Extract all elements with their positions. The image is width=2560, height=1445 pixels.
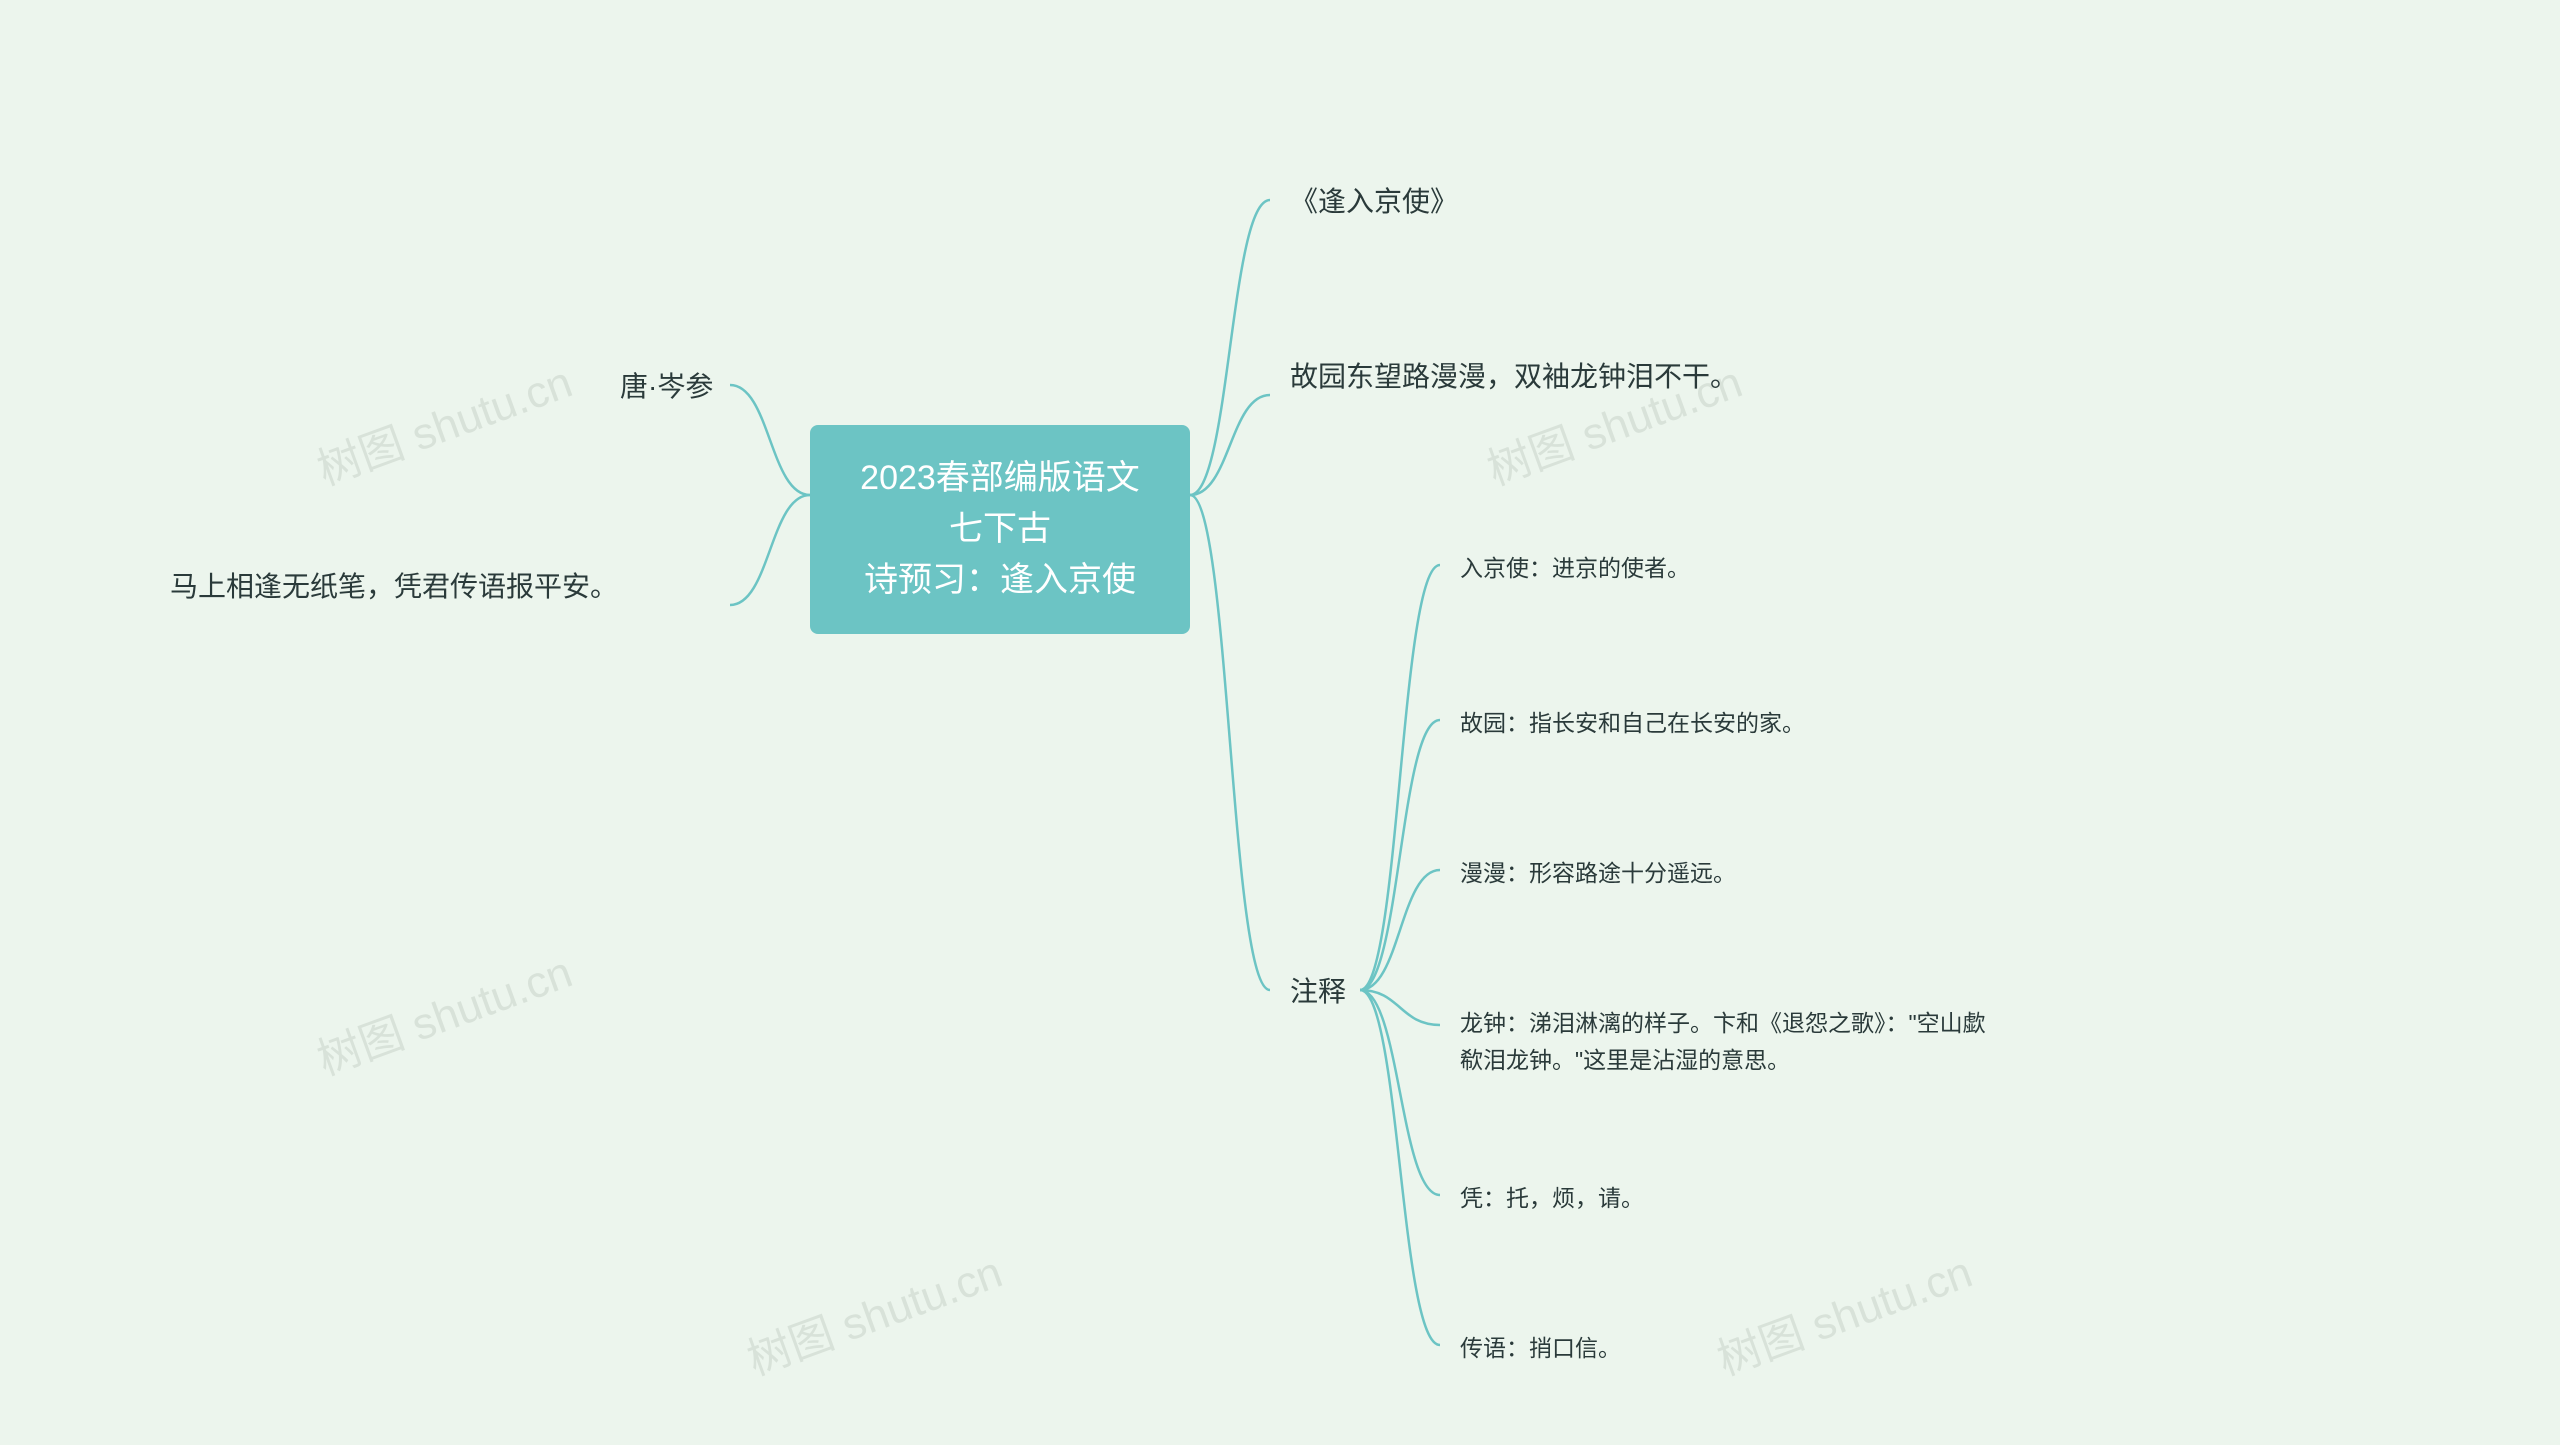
center-title-line2: 诗预习：逢入京使 <box>864 561 1136 599</box>
right-node-poem-title: 《逢入京使》 <box>1290 180 1458 225</box>
note-item-4: 龙钟：涕泪淋漓的样子。卞和《退怨之歌》："空山歔欷泪龙钟。"这里是沾湿的意思。 <box>1460 1005 2000 1079</box>
center-node: 2023春部编版语文七下古 诗预习：逢入京使 <box>810 425 1190 634</box>
note-item-2: 故园：指长安和自己在长安的家。 <box>1460 705 1980 742</box>
watermark: 树图 shutu.cn <box>737 1236 1009 1387</box>
watermark: 树图 shutu.cn <box>307 346 579 497</box>
center-title-line1: 2023春部编版语文七下古 <box>860 459 1140 548</box>
watermark: 树图 shutu.cn <box>307 936 579 1087</box>
left-node-verse: 马上相逢无纸笔，凭君传语报平安。 <box>170 565 730 610</box>
right-node-verse: 故园东望路漫漫，双袖龙钟泪不干。 <box>1290 355 1850 400</box>
note-item-1: 入京使：进京的使者。 <box>1460 550 1980 587</box>
right-node-notes-label: 注释 <box>1290 970 1346 1015</box>
mindmap-connectors <box>0 0 2560 1445</box>
note-item-3: 漫漫：形容路途十分遥远。 <box>1460 855 1980 892</box>
note-item-5: 凭：托，烦，请。 <box>1460 1180 1980 1217</box>
left-node-author: 唐·岑参 <box>620 365 713 410</box>
note-item-6: 传语：捎口信。 <box>1460 1330 1980 1367</box>
